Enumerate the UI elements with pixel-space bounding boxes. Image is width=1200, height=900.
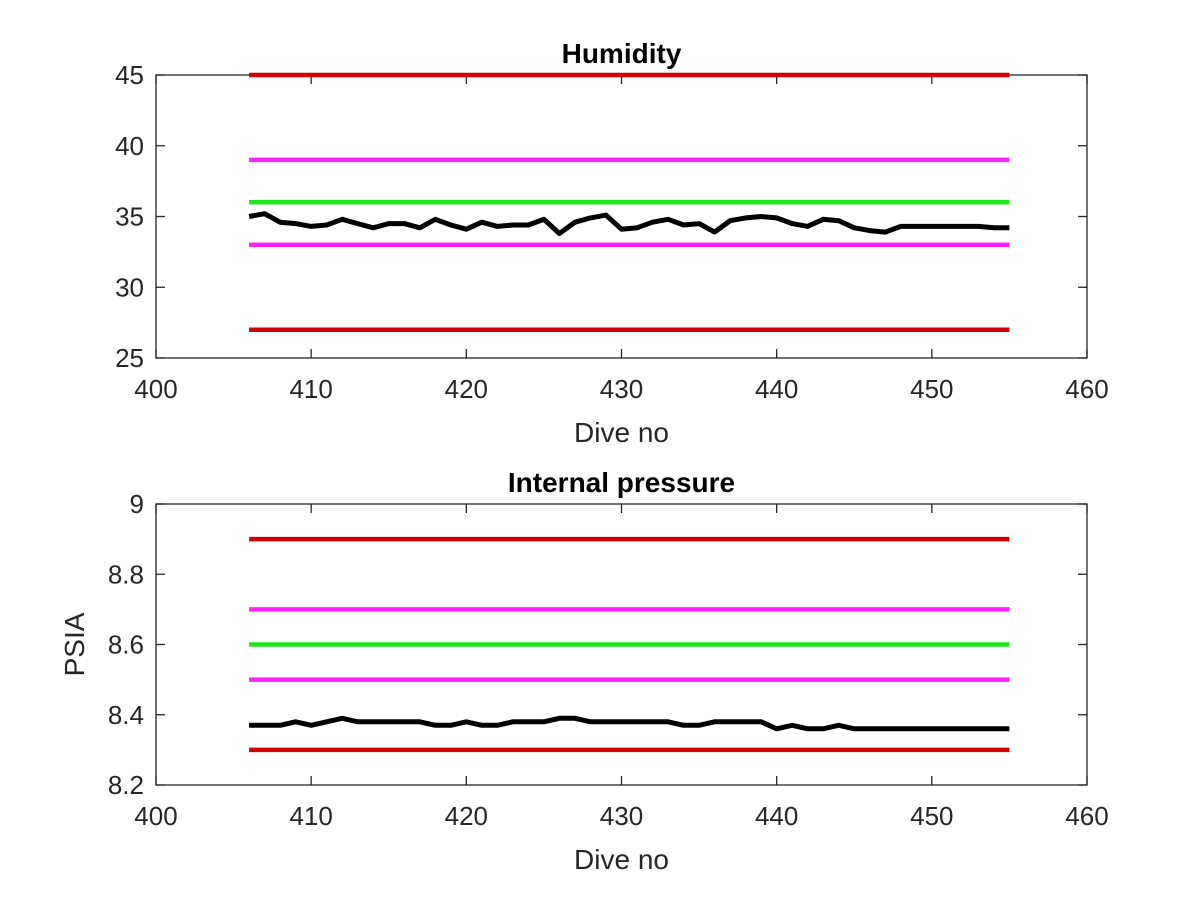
humidity-x-tick-label: 400 [134, 374, 177, 404]
humidity-series-line-5 [248, 211, 1010, 236]
humidity-y-tick-label: 45 [115, 60, 144, 90]
humidity-x-tick-label: 460 [1065, 374, 1108, 404]
pressure-y-tick-label: 8.8 [108, 559, 144, 589]
pressure-series-line-5 [249, 715, 1010, 732]
pressure-x-tick-label: 450 [910, 801, 953, 831]
humidity-x-axis-label: Dive no [574, 417, 669, 448]
pressure-x-tick-label: 410 [289, 801, 332, 831]
humidity-y-tick-label: 30 [115, 272, 144, 302]
humidity-x-tick-label: 450 [910, 374, 953, 404]
pressure-x-tick-label: 400 [134, 801, 177, 831]
pressure-y-tick-label: 9 [130, 489, 144, 519]
pressure-x-tick-label: 420 [445, 801, 488, 831]
pressure-x-tick-label: 460 [1065, 801, 1108, 831]
pressure-y-tick-label: 8.6 [108, 630, 144, 660]
humidity-title: Humidity [562, 38, 682, 69]
humidity-chart: 400 410 420 430 440 450 460 25 30 35 40 45 Humidity D… [115, 38, 1109, 448]
humidity-x-tick-label: 430 [600, 374, 643, 404]
pressure-y-axis-label: PSIA [59, 612, 90, 676]
pressure-title: Internal pressure [508, 467, 735, 498]
pressure-x-tick-label: 440 [755, 801, 798, 831]
humidity-y-tick-label: 40 [115, 131, 144, 161]
internal-pressure-chart: 400 410 420 430 440 450 460 8.2 8.4 8.6 8.8 9 Intern… [59, 467, 1109, 875]
humidity-x-tick-label: 440 [755, 374, 798, 404]
humidity-y-tick-label: 35 [115, 202, 144, 232]
humidity-x-tick-label: 410 [289, 374, 332, 404]
humidity-x-tick-label: 420 [445, 374, 488, 404]
pressure-x-axis-label: Dive no [574, 844, 669, 875]
pressure-x-tick-label: 430 [600, 801, 643, 831]
pressure-y-tick-label: 8.2 [108, 770, 144, 800]
pressure-y-tick-label: 8.4 [108, 700, 144, 730]
humidity-y-tick-label: 25 [115, 343, 144, 373]
humidity-axes-box [155, 74, 1088, 359]
